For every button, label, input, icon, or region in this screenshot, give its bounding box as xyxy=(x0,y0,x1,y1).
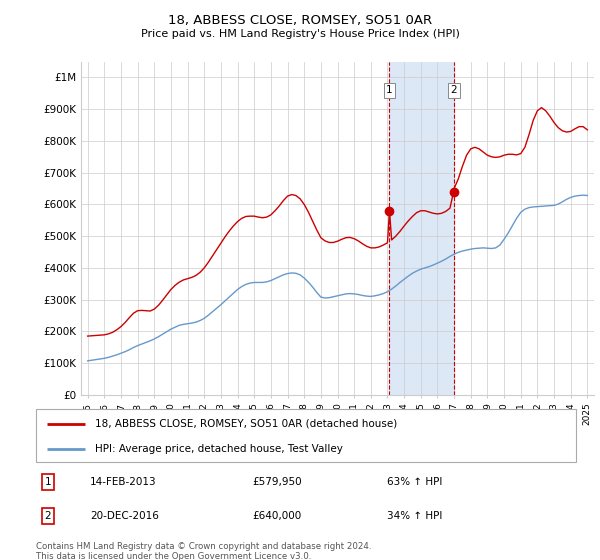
Text: 1: 1 xyxy=(386,85,393,95)
Bar xyxy=(389,62,454,395)
Text: 1: 1 xyxy=(44,477,51,487)
Text: 63% ↑ HPI: 63% ↑ HPI xyxy=(387,477,442,487)
Text: 14-FEB-2013: 14-FEB-2013 xyxy=(90,477,157,487)
Text: 18, ABBESS CLOSE, ROMSEY, SO51 0AR: 18, ABBESS CLOSE, ROMSEY, SO51 0AR xyxy=(168,14,432,27)
Text: 20-DEC-2016: 20-DEC-2016 xyxy=(90,511,159,521)
Text: £640,000: £640,000 xyxy=(252,511,301,521)
FancyBboxPatch shape xyxy=(36,409,576,462)
Text: 2: 2 xyxy=(44,511,51,521)
Text: HPI: Average price, detached house, Test Valley: HPI: Average price, detached house, Test… xyxy=(95,444,343,454)
Text: Contains HM Land Registry data © Crown copyright and database right 2024.
This d: Contains HM Land Registry data © Crown c… xyxy=(36,542,371,560)
Text: Price paid vs. HM Land Registry's House Price Index (HPI): Price paid vs. HM Land Registry's House … xyxy=(140,29,460,39)
Text: 34% ↑ HPI: 34% ↑ HPI xyxy=(387,511,442,521)
Text: 2: 2 xyxy=(450,85,457,95)
Text: 18, ABBESS CLOSE, ROMSEY, SO51 0AR (detached house): 18, ABBESS CLOSE, ROMSEY, SO51 0AR (deta… xyxy=(95,419,398,429)
Text: £579,950: £579,950 xyxy=(252,477,302,487)
